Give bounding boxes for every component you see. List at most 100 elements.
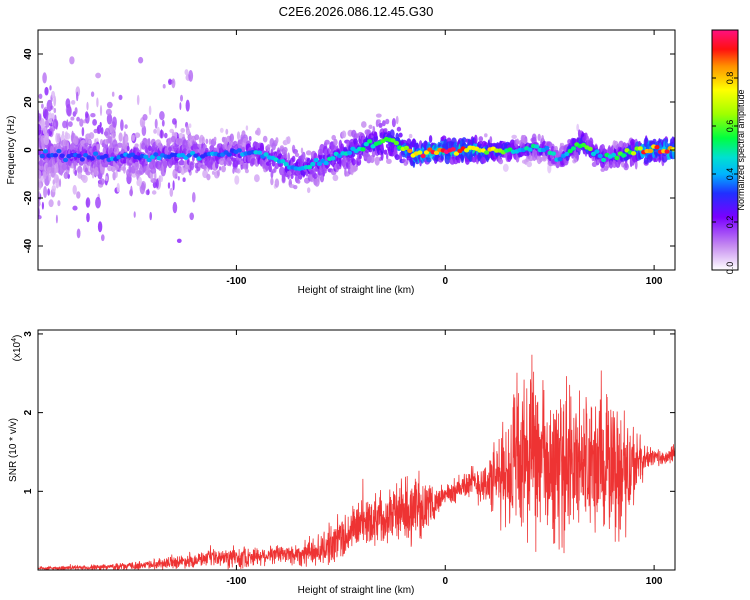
heatmap-y-tick-label: -20	[23, 190, 34, 205]
heatmap-cell	[391, 118, 396, 128]
heatmap-cell	[61, 163, 68, 171]
heatmap-cell	[390, 138, 396, 143]
heatmap-cell	[313, 173, 318, 180]
heatmap-cell	[268, 166, 272, 172]
snr-y-tick-label: 1	[23, 488, 34, 494]
heatmap-cell	[294, 152, 300, 157]
heatmap-cell	[38, 159, 44, 167]
heatmap-cell	[426, 157, 432, 163]
heatmap-cell	[333, 138, 338, 146]
heatmap-cell	[489, 136, 493, 145]
heatmap-cell	[105, 176, 108, 182]
heatmap-cell	[209, 144, 215, 152]
heatmap-cell	[524, 138, 528, 144]
heatmap-cell	[53, 108, 57, 113]
heatmap-cell	[300, 147, 304, 154]
heatmap-cell	[134, 143, 139, 148]
heatmap-cell	[664, 149, 670, 154]
heatmap-cell	[351, 158, 356, 166]
heatmap-cell	[51, 90, 56, 99]
heatmap-cell	[61, 131, 65, 136]
heatmap-cells	[38, 56, 675, 243]
heatmap-cell	[156, 126, 160, 136]
heatmap-cell	[79, 157, 85, 162]
heatmap-cell	[72, 184, 77, 195]
heatmap-cell	[234, 175, 240, 185]
heatmap-cell	[70, 116, 75, 121]
heatmap-cell	[126, 145, 130, 152]
heatmap-cell	[474, 134, 478, 145]
heatmap-cell	[205, 138, 209, 144]
heatmap-cell	[587, 146, 593, 152]
heatmap-cell	[133, 211, 136, 218]
heatmap-cell	[150, 167, 157, 174]
heatmap-cell	[105, 108, 112, 116]
svg-text:(x104): (x104)	[11, 335, 23, 362]
heatmap-cell	[73, 160, 77, 171]
colorbar-label: Normalized spectral amplitude	[736, 89, 746, 210]
heatmap-cell	[216, 169, 220, 177]
snr-frame	[37, 329, 676, 571]
heatmap-cell	[368, 124, 373, 129]
snr-scale-close: )	[12, 335, 23, 338]
heatmap-cell	[106, 113, 113, 125]
heatmap-cell	[236, 168, 241, 174]
heatmap-cell	[49, 85, 52, 91]
heatmap-x-ticks: -100 0 100	[226, 30, 663, 287]
heatmap-cell	[464, 148, 470, 153]
heatmap-cell	[408, 133, 413, 139]
heatmap-cell	[89, 156, 95, 161]
heatmap-cell	[279, 166, 285, 176]
heatmap-cell	[160, 175, 164, 183]
heatmap-cell	[509, 155, 513, 160]
heatmap-cell	[66, 119, 69, 130]
heatmap-cell	[389, 129, 395, 139]
heatmap-cell	[637, 146, 643, 151]
heatmap-cell	[38, 113, 42, 122]
colorbar-tick-label: 0.4	[725, 168, 735, 181]
heatmap-cell	[428, 135, 433, 143]
heatmap-cell	[88, 132, 95, 140]
heatmap-cell	[319, 174, 325, 183]
heatmap-cell	[236, 159, 241, 165]
heatmap-cell	[263, 152, 269, 157]
snr-scale-prefix: (x10	[12, 341, 23, 361]
heatmap-cell	[672, 150, 675, 160]
heatmap-cell	[386, 152, 389, 160]
heatmap-cell	[647, 148, 654, 154]
heatmap-cell	[305, 150, 312, 156]
heatmap-cell	[39, 153, 45, 159]
heatmap-cell	[194, 134, 200, 141]
heatmap-cell	[172, 118, 177, 125]
heatmap-cell	[270, 177, 274, 186]
heatmap-cell	[43, 186, 48, 198]
heatmap-cell	[99, 105, 103, 116]
heatmap-cell	[213, 136, 217, 142]
heatmap-cell	[136, 94, 140, 106]
heatmap-cell	[177, 176, 180, 181]
heatmap-cell	[76, 228, 81, 239]
heatmap-cell	[187, 129, 190, 136]
heatmap-cell	[53, 95, 57, 107]
heatmap-cell	[74, 107, 78, 115]
heatmap-cell	[570, 146, 577, 151]
heatmap-cell	[385, 118, 390, 125]
heatmap-cell	[81, 175, 88, 183]
heatmap-cell	[567, 148, 573, 154]
heatmap-cell	[271, 161, 276, 166]
heatmap-cell	[383, 149, 388, 155]
heatmap-cell	[221, 165, 226, 173]
heatmap-cell	[244, 168, 249, 174]
heatmap-cell	[188, 123, 192, 128]
heatmap-cell	[396, 126, 402, 132]
heatmap-cell	[461, 137, 467, 144]
heatmap-cell	[42, 72, 47, 84]
heatmap-cell	[292, 149, 298, 154]
heatmap-cell	[94, 166, 99, 177]
heatmap-cell	[96, 97, 99, 108]
heatmap-cell	[324, 139, 330, 145]
heatmap-cell	[65, 98, 71, 109]
heatmap-cell	[110, 132, 116, 138]
heatmap-cell	[42, 171, 47, 180]
heatmap-cell	[323, 160, 329, 166]
